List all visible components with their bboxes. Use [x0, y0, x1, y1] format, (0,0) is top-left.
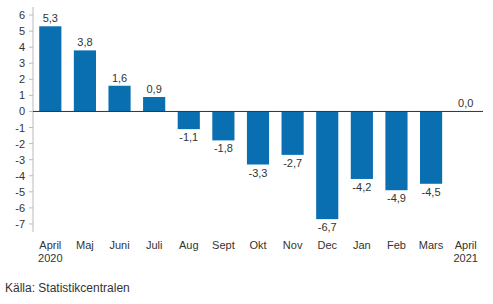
y-tick-label: 5 [19, 25, 25, 37]
x-tick-label: Juni [109, 239, 129, 251]
source: Källa: Statistikcentralen [5, 281, 130, 295]
data-label: 5,3 [43, 12, 58, 24]
y-tick-label: 3 [19, 57, 25, 69]
y-tick-label: 0 [19, 105, 25, 117]
y-tick-label: -6 [15, 202, 25, 214]
data-label: -6,7 [318, 221, 337, 233]
bar [351, 111, 373, 179]
bar [74, 50, 96, 111]
data-label: -2,7 [283, 157, 302, 169]
chart-container: -7 -6 -5 -4 -3 -2 -1 0 1 2 3 4 5 6 5,3 3,8 1,6 0,9 -1,1 -1,… [0, 0, 493, 304]
data-label: -3,3 [249, 167, 268, 179]
x-tick-label: Aug [179, 239, 199, 251]
bar [282, 111, 304, 154]
bar [108, 86, 130, 112]
y-tick-label: -3 [15, 154, 25, 166]
y-tick [29, 143, 33, 144]
y-tick [29, 223, 33, 224]
data-label: 1,6 [112, 72, 127, 84]
y-tick-label: -4 [15, 170, 25, 182]
data-label: -1,1 [179, 131, 198, 143]
bar [247, 111, 269, 164]
y-tick [29, 191, 33, 192]
x-tick-label: Maj [76, 239, 94, 251]
bar [143, 97, 165, 111]
data-label: 3,8 [77, 36, 92, 48]
bar [385, 111, 407, 190]
bar [39, 26, 61, 111]
chart-svg: -7 -6 -5 -4 -3 -2 -1 0 1 2 3 4 5 6 5,3 3,8 1,6 0,9 -1,1 -1,… [0, 0, 493, 304]
data-label: -1,8 [214, 142, 233, 154]
y-tick-label: -5 [15, 186, 25, 198]
y-tick [29, 175, 33, 176]
y-tick-label: 4 [19, 41, 25, 53]
y-tick [29, 111, 33, 112]
x-tick-label: Feb [387, 239, 406, 251]
y-tick-label: 6 [19, 9, 25, 21]
y-tick [29, 47, 33, 48]
y-axis-line [33, 7, 34, 232]
bar [212, 111, 234, 140]
data-label: 0,0 [458, 97, 473, 109]
y-tick-label: -2 [15, 138, 25, 150]
data-label: 0,9 [147, 83, 162, 95]
x-tick-label: Dec [317, 239, 337, 251]
y-tick-label: -7 [15, 218, 25, 230]
bars [39, 26, 477, 219]
y-tick [29, 207, 33, 208]
zero-line [33, 111, 483, 112]
x-tick-label: Okt [249, 239, 266, 251]
y-tick [29, 79, 33, 80]
y-tick-label: 2 [19, 73, 25, 85]
data-label: -4,9 [387, 192, 406, 204]
x-tick-label: April2020 [38, 239, 62, 264]
x-tick-label: Jan [353, 239, 371, 251]
y-tick [29, 15, 33, 16]
x-tick-label: April2021 [453, 239, 477, 264]
x-tick-label: Sept [212, 239, 235, 251]
y-tick-label: -1 [15, 122, 25, 134]
bar [316, 111, 338, 219]
y-tick [29, 31, 33, 32]
x-tick-label: Mars [419, 239, 444, 251]
x-tick-label: Nov [283, 239, 303, 251]
bar [420, 111, 442, 183]
y-tick [29, 127, 33, 128]
x-tick-label: Juli [146, 239, 163, 251]
y-tick [29, 95, 33, 96]
y-tick [29, 63, 33, 64]
y-tick-label: 1 [19, 89, 25, 101]
y-tick [29, 159, 33, 160]
bar [178, 111, 200, 129]
data-label: -4,2 [352, 181, 371, 193]
data-label: -4,5 [422, 186, 441, 198]
